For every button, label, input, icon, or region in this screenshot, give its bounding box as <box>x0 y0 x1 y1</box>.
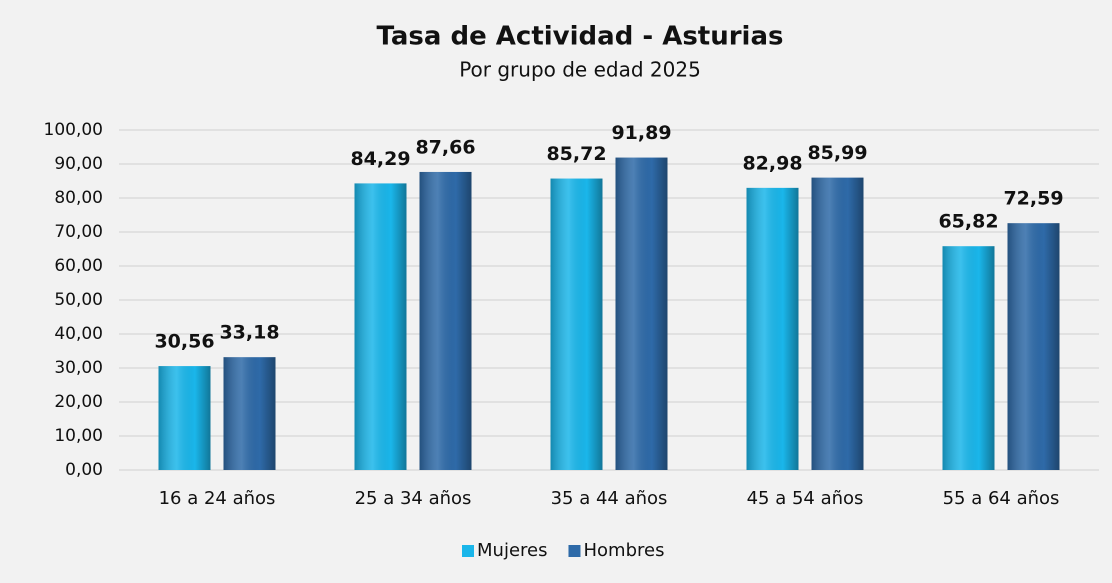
value-label: 85,99 <box>807 142 867 164</box>
chart-title: Tasa de Actividad - Asturias <box>377 22 784 52</box>
legend-swatch <box>462 545 474 557</box>
bar-shade <box>746 187 799 471</box>
value-label: 84,29 <box>350 148 410 170</box>
bar-shade <box>550 178 603 470</box>
x-tick-label: 45 a 54 años <box>747 488 864 509</box>
value-label: 33,18 <box>219 322 279 344</box>
chart-subtitle: Por grupo de edad 2025 <box>459 58 701 82</box>
value-label: 30,56 <box>154 331 214 353</box>
y-tick-label: 70,00 <box>54 222 103 242</box>
x-tick-label: 55 a 64 años <box>943 488 1060 509</box>
value-label: 85,72 <box>546 143 606 165</box>
bar-shade <box>158 366 211 470</box>
y-tick-label: 80,00 <box>54 188 103 208</box>
x-tick-label: 16 a 24 años <box>159 488 276 509</box>
value-label: 72,59 <box>1003 188 1063 210</box>
value-label: 82,98 <box>742 152 802 174</box>
bar-shade <box>1007 223 1060 470</box>
legend-label: Mujeres <box>477 540 547 561</box>
bar-shade <box>223 357 276 470</box>
bar-shade <box>811 177 864 470</box>
value-label: 91,89 <box>611 122 671 144</box>
y-tick-label: 50,00 <box>54 290 103 310</box>
y-tick-label: 90,00 <box>54 154 103 174</box>
y-tick-label: 40,00 <box>54 324 103 344</box>
y-tick-label: 0,00 <box>65 460 103 480</box>
y-tick-label: 20,00 <box>54 392 103 412</box>
y-tick-label: 30,00 <box>54 358 103 378</box>
x-tick-label: 25 a 34 años <box>355 488 472 509</box>
legend-swatch <box>568 545 581 557</box>
x-tick-label: 35 a 44 años <box>551 488 668 509</box>
value-label: 65,82 <box>938 211 998 233</box>
y-tick-label: 60,00 <box>54 256 103 276</box>
y-tick-label: 10,00 <box>54 426 103 446</box>
value-label: 87,66 <box>415 136 475 158</box>
y-tick-label: 100,00 <box>44 120 103 140</box>
bar-shade <box>942 246 995 470</box>
bar-shade <box>354 183 407 470</box>
bar-shade <box>419 171 472 470</box>
legend-label: Hombres <box>583 540 664 561</box>
bar-shade <box>615 157 668 470</box>
